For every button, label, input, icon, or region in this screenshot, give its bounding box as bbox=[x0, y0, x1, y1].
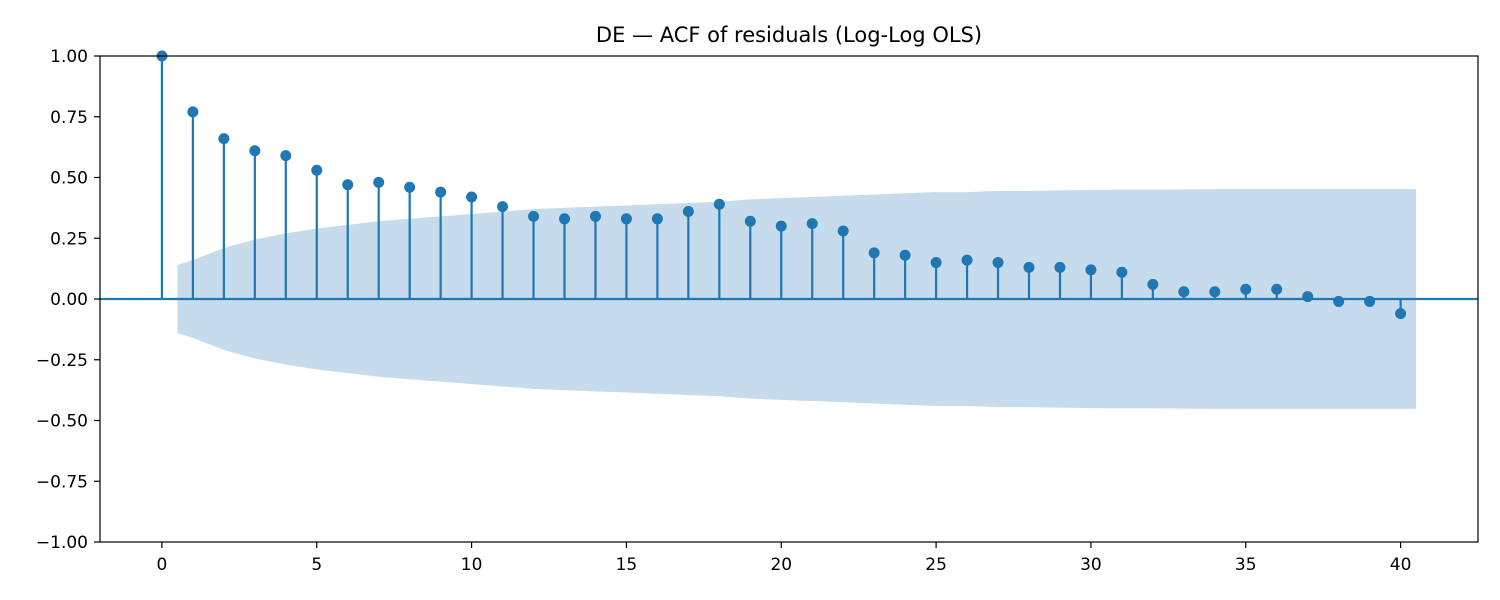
acf-point-lag-37 bbox=[1302, 291, 1314, 303]
acf-point-lag-26 bbox=[961, 254, 973, 266]
acf-point-lag-19 bbox=[744, 215, 756, 227]
acf-point-lag-28 bbox=[1023, 261, 1035, 273]
x-tick-label: 35 bbox=[1235, 555, 1257, 575]
acf-point-lag-30 bbox=[1085, 264, 1097, 276]
acf-point-lag-15 bbox=[620, 213, 632, 225]
acf-point-lag-20 bbox=[775, 220, 787, 232]
acf-point-lag-4 bbox=[280, 150, 292, 162]
x-axis: 0 5 10 15 20 25 30 35 40 bbox=[157, 542, 1412, 575]
acf-point-lag-40 bbox=[1395, 308, 1407, 320]
acf-point-lag-27 bbox=[992, 257, 1004, 269]
acf-point-lag-18 bbox=[713, 198, 725, 210]
acf-point-lag-11 bbox=[497, 201, 509, 213]
acf-point-lag-35 bbox=[1240, 283, 1252, 295]
acf-point-lag-21 bbox=[806, 218, 818, 230]
y-tick-label: −0.50 bbox=[36, 412, 88, 432]
x-tick-label: 0 bbox=[157, 555, 168, 575]
acf-point-lag-2 bbox=[218, 133, 230, 145]
x-tick-label: 15 bbox=[616, 555, 638, 575]
acf-point-lag-32 bbox=[1147, 278, 1159, 290]
acf-point-lag-31 bbox=[1116, 266, 1128, 278]
acf-point-lag-22 bbox=[837, 225, 849, 237]
acf-point-lag-6 bbox=[342, 179, 354, 191]
acf-point-lag-29 bbox=[1054, 261, 1066, 273]
acf-point-lag-39 bbox=[1364, 295, 1376, 307]
x-tick-label: 20 bbox=[770, 555, 792, 575]
acf-point-lag-16 bbox=[651, 213, 663, 225]
y-axis: −1.00 −0.75 −0.50 −0.25 0.00 0.25 0.50 0.75 1.00 bbox=[36, 47, 100, 553]
acf-point-lag-9 bbox=[435, 186, 447, 198]
y-tick-label: 0.50 bbox=[50, 169, 88, 189]
acf-point-lag-23 bbox=[868, 247, 880, 259]
acf-point-lag-12 bbox=[528, 210, 540, 222]
acf-point-lag-36 bbox=[1271, 283, 1283, 295]
x-tick-label: 40 bbox=[1390, 555, 1412, 575]
chart-title: DE — ACF of residuals (Log-Log OLS) bbox=[596, 23, 982, 47]
acf-point-lag-13 bbox=[558, 213, 570, 225]
plot-area bbox=[100, 50, 1478, 409]
x-tick-label: 10 bbox=[461, 555, 483, 575]
acf-point-lag-25 bbox=[930, 257, 942, 269]
acf-point-lag-34 bbox=[1209, 286, 1221, 298]
y-tick-label: 1.00 bbox=[50, 47, 88, 67]
acf-point-lag-33 bbox=[1178, 286, 1190, 298]
acf-point-lag-38 bbox=[1333, 295, 1345, 307]
acf-point-lag-10 bbox=[466, 191, 478, 203]
y-tick-label: 0.25 bbox=[50, 229, 88, 249]
acf-point-lag-8 bbox=[404, 181, 416, 193]
y-tick-label: −0.25 bbox=[36, 351, 88, 371]
acf-point-lag-1 bbox=[187, 106, 199, 118]
acf-point-lag-7 bbox=[373, 176, 385, 188]
y-tick-label: −1.00 bbox=[36, 533, 88, 553]
y-tick-label: 0.75 bbox=[50, 108, 88, 128]
acf-point-lag-5 bbox=[311, 164, 323, 176]
y-tick-label: 0.00 bbox=[50, 290, 88, 310]
x-tick-label: 30 bbox=[1080, 555, 1102, 575]
axes-frame bbox=[99, 55, 1479, 543]
acf-point-lag-14 bbox=[589, 210, 601, 222]
y-tick-label: −0.75 bbox=[36, 472, 88, 492]
acf-point-lag-24 bbox=[899, 249, 911, 261]
acf-point-lag-3 bbox=[249, 145, 261, 157]
x-tick-label: 5 bbox=[311, 555, 322, 575]
x-tick-label: 25 bbox=[925, 555, 947, 575]
acf-point-lag-17 bbox=[682, 206, 694, 218]
